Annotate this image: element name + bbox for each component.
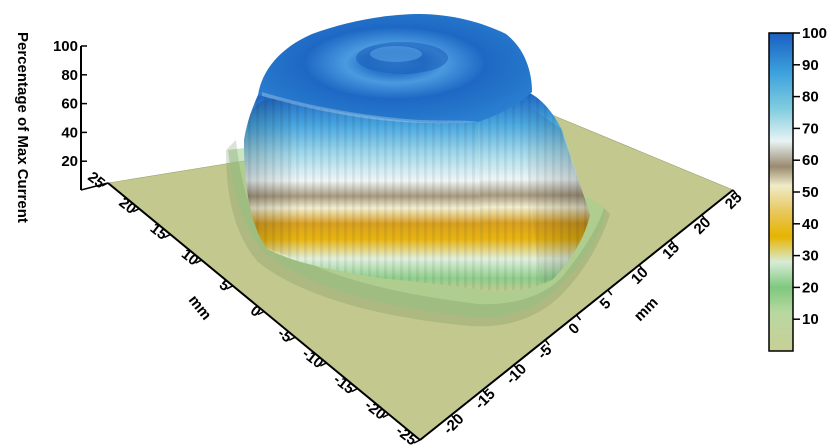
x-tick-label: 0 [247,302,264,321]
x-tick-mark [351,387,358,393]
z-tick-label: 100 [53,38,78,55]
x-tick-mark [132,208,140,213]
surface-skirt-shadow [226,140,610,327]
z-tick-label: 60 [61,96,78,113]
x-axis-title: mm [185,292,215,323]
x-tick-label: 10 [178,246,202,270]
x-tick-mark [195,259,202,264]
colorbar-tick-label: 90 [802,57,819,74]
y-tick-mark [732,189,738,196]
x-tick-mark [101,182,109,187]
y-axis-title: mm [631,294,662,325]
y-tick-mark [575,314,582,321]
x-tick-label: 20 [116,194,140,218]
z-axis-title: Percentage of Max Current [14,32,31,223]
y-tick-mark [450,414,456,421]
x-tick-label: 5 [216,276,233,295]
y-tick-mark [701,214,707,221]
z-axis: 20 40 60 80 100 [53,38,109,191]
x-tick-mark [164,233,171,239]
x-tick-mark [320,362,327,367]
colorbar-tick-label: 70 [802,120,819,137]
y-tick-label: 5 [597,295,615,313]
z-tick-label: 80 [61,67,78,84]
colorbar-tick-label: 80 [802,89,819,106]
colorbar-tick-label: 40 [802,216,819,233]
y-tick-mark [482,389,488,396]
x-tick-label: 25 [84,168,108,192]
x-tick-label: 15 [147,220,171,244]
y-tick-mark [669,239,675,246]
x-tick-mark [257,310,265,316]
colorbar-tick-label: 30 [802,248,819,265]
colorbar-tick-label: 50 [802,184,819,201]
colorbar-strip [768,32,794,352]
y-tick-mark [607,289,613,296]
colorbar-tick-label: 100 [802,25,827,42]
y-tick-mark [544,339,550,346]
z-tick-label: 40 [61,124,78,141]
x-tick-mark [226,285,234,290]
colorbar-tick-label: 60 [802,152,819,169]
colorbar-tick-label: 10 [802,311,819,328]
colorbar-tick-label: 20 [802,279,819,296]
colorbar: 10 20 30 40 50 60 70 80 90 100 [768,25,827,352]
y-tick-mark [638,264,644,271]
x-tick-mark [288,336,296,341]
y-tick-mark [513,364,519,371]
z-tick-label: 20 [61,153,78,170]
x-tick-mark [382,413,390,418]
x-tick-mark [413,439,421,444]
y-tick-label: 0 [565,320,583,338]
